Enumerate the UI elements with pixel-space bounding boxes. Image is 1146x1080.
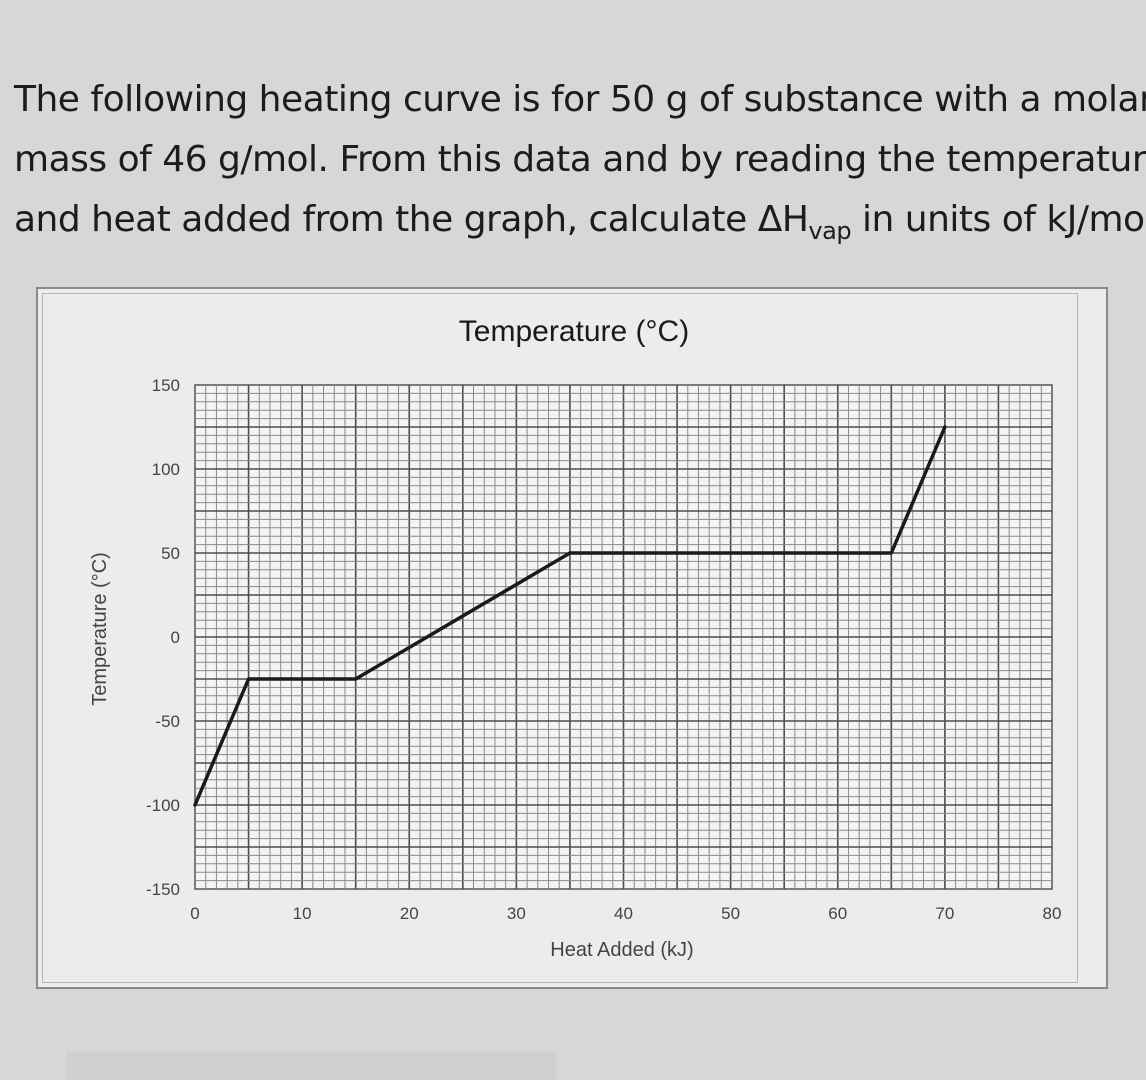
- y-axis-label: Temperature (°C): [89, 552, 111, 706]
- y-tick-label: -50: [155, 712, 180, 731]
- x-tick-label: 0: [190, 904, 199, 923]
- x-tick-label: 50: [721, 904, 740, 923]
- question-line-1: The following heating curve is for 50 g …: [14, 79, 1146, 120]
- series: [193, 425, 947, 807]
- x-tick-label: 80: [1043, 904, 1062, 923]
- x-tick-label: 40: [614, 904, 633, 923]
- y-tick-label: 150: [152, 376, 180, 395]
- y-tick-label: -100: [146, 796, 180, 815]
- x-tick-label: 70: [935, 904, 954, 923]
- x-tick-label: 30: [507, 904, 526, 923]
- vap-subscript: vap: [808, 217, 852, 245]
- question-line-2: mass of 46 g/mol. From this data and by …: [14, 139, 1146, 180]
- question-line-3-start: and heat added from the graph, calculate…: [14, 199, 809, 240]
- bottom-strip: [66, 1052, 556, 1080]
- y-tick-label: 0: [171, 628, 180, 647]
- chart-inner-frame: [42, 293, 1078, 983]
- grid: [194, 384, 1053, 890]
- x-tick-label: 20: [400, 904, 419, 923]
- tick-labels: 0 10 20 30 40 50 60 70 80 150 100 50 0 -50 -100 -150: [146, 376, 1061, 923]
- y-tick-label: 50: [161, 544, 180, 563]
- question-line-3: and heat added from the graph, calculate…: [14, 190, 1146, 250]
- chart-title: Temperature (°C): [459, 315, 689, 348]
- y-tick-label: -150: [146, 880, 180, 899]
- heating-curve-line: [193, 425, 947, 807]
- x-axis-label: Heat Added (kJ): [550, 939, 693, 961]
- x-tick-label: 10: [293, 904, 312, 923]
- y-tick-label: 100: [152, 460, 180, 479]
- heating-curve-chart: Temperature (°C) 0 10 20 30 40 50 60 70 80 150 100…: [89, 315, 1061, 961]
- question-line-3-end: in units of kJ/mol.: [851, 199, 1146, 240]
- chart-frame: Temperature (°C) 0 10 20 30 40 50 60 70 80 150 100…: [36, 287, 1108, 989]
- question-text: The following heating curve is for 50 g …: [14, 70, 1146, 250]
- x-tick-label: 60: [828, 904, 847, 923]
